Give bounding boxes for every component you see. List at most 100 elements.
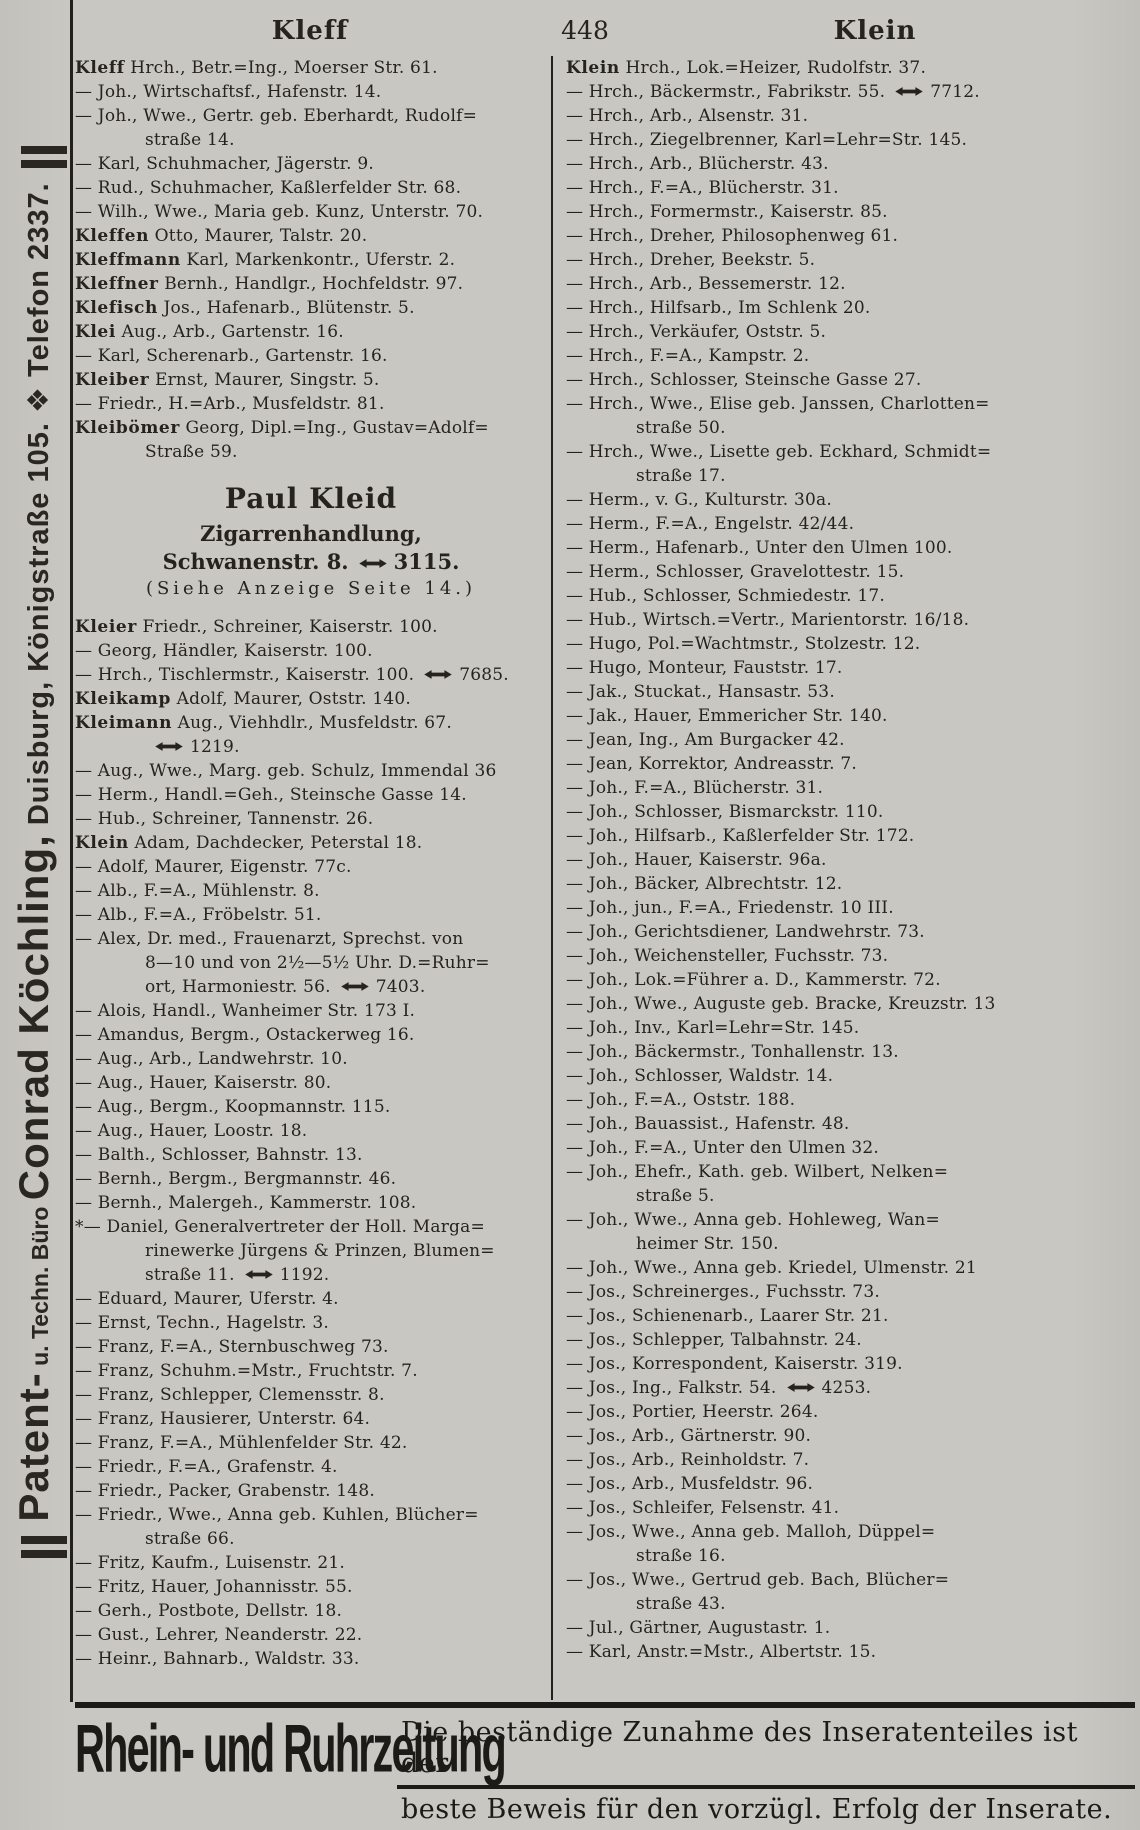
directory-entry: — Jos., Schlepper, Talbahnstr. 24.	[566, 1328, 1140, 1352]
telephone: 1219.	[155, 737, 240, 757]
entry-text: — Friedr., Packer, Grabenstr. 148.	[75, 1481, 375, 1501]
entry-text: — Joh., F.=A., Blücherstr. 31.	[566, 778, 824, 798]
page-number: 448	[561, 16, 609, 45]
directory-entry: Kleffner Bernh., Handlgr., Hochfeldstr. …	[75, 272, 547, 296]
margin-advert-text: Patent- u. Techn. Büro Conrad Köchling, …	[10, 52, 67, 1652]
directory-entry: — Jos., Wwe., Gertrud geb. Bach, Blücher…	[566, 1568, 1140, 1616]
entry-text: — Hrch., Tischlermstr., Kaiserstr. 100.	[75, 665, 415, 685]
entry-text: — Aug., Hauer, Kaiserstr. 80.	[75, 1073, 332, 1093]
directory-entry: — Hrch., Tischlermstr., Kaiserstr. 100. 7…	[75, 663, 547, 687]
entry-list: Kleier Friedr., Schreiner, Kaiserstr. 10…	[75, 615, 547, 1671]
entry-text: — Joh., Inv., Karl=Lehr=Str. 145.	[566, 1018, 860, 1038]
directory-entry: — Franz, F.=A., Mühlenfelder Str. 42.	[75, 1431, 547, 1455]
directory-entry: — Gerh., Postbote, Dellstr. 18.	[75, 1599, 547, 1623]
directory-entry: — Joh., Wwe., Gertr. geb. Eberhardt, Rud…	[75, 104, 547, 152]
margin-advert-segment: Conrad Köchling,	[10, 834, 57, 1201]
entry-text: — Karl, Schuhmacher, Jägerstr. 9.	[75, 154, 374, 174]
entry-text: — Joh., Wwe., Anna geb. Hohleweg, Wan= h…	[566, 1210, 940, 1254]
entry-text: — Hrch., Verkäufer, Oststr. 5.	[566, 322, 827, 342]
directory-entry: — Joh., F.=A., Blücherstr. 31.	[566, 776, 1140, 800]
entry-text: — Bernh., Malergeh., Kammerstr. 108.	[75, 1193, 417, 1213]
directory-entry: — Hrch., Dreher, Philosophenweg 61.	[566, 224, 1140, 248]
surname-bold: Kleffen	[75, 226, 150, 246]
directory-entry: — Jos., Wwe., Anna geb. Malloh, Düppel= …	[566, 1520, 1140, 1568]
entry-text: — Jos., Schienenarb., Laarer Str. 21.	[566, 1306, 889, 1326]
telephone-icon	[895, 87, 923, 96]
entry-text: — Herm., v. G., Kulturstr. 30a.	[566, 490, 832, 510]
directory-entry: — Alb., F.=A., Mühlenstr. 8.	[75, 879, 547, 903]
entry-text: — Joh., Schlosser, Bismarckstr. 110.	[566, 802, 884, 822]
directory-entry: — Joh., Wirtschaftsf., Hafenstr. 14.	[75, 80, 547, 104]
entry-text: — Hub., Schreiner, Tannenstr. 26.	[75, 809, 374, 829]
entry-text: Adolf, Maurer, Oststr. 140.	[170, 689, 412, 709]
directory-entry: — Joh., Bäcker, Albrechtstr. 12.	[566, 872, 1140, 896]
telephone-number: 7685.	[459, 665, 509, 685]
entry-text: — Wilh., Wwe., Maria geb. Kunz, Unterstr…	[75, 202, 484, 222]
directory-entry: — Jean, Ing., Am Burgacker 42.	[566, 728, 1140, 752]
directory-entry: — Jos., Arb., Musfeldstr. 96.	[566, 1472, 1140, 1496]
directory-entry: — Hrch., Formermstr., Kaiserstr. 85.	[566, 200, 1140, 224]
entry-text: Adam, Dachdecker, Peterstal 18.	[128, 833, 423, 853]
directory-entry: — Hrch., Wwe., Lisette geb. Eckhard, Sch…	[566, 440, 1140, 488]
entry-text: — Hrch., Dreher, Philosophenweg 61.	[566, 226, 899, 246]
directory-entry: Klein Hrch., Lok.=Heizer, Rudolfstr. 37.	[566, 56, 1140, 80]
entry-text: — Hugo, Monteur, Fauststr. 17.	[566, 658, 843, 678]
telephone-icon	[786, 1383, 815, 1392]
directory-entry: — Jos., Arb., Gärtnerstr. 90.	[566, 1424, 1140, 1448]
entry-text: — Joh., Wirtschaftsf., Hafenstr. 14.	[75, 82, 382, 102]
entry-text: — Joh., Wwe., Anna geb. Kriedel, Ulmenst…	[566, 1258, 977, 1278]
entry-text: — Joh., Bäckermstr., Tonhallenstr. 13.	[566, 1042, 899, 1062]
directory-entry: — Alois, Handl., Wanheimer Str. 173 I.	[75, 999, 547, 1023]
margin-advert-segment: Patent-	[10, 1372, 57, 1522]
directory-entry: — Hrch., Wwe., Elise geb. Janssen, Charl…	[566, 392, 1140, 440]
directory-entry: — Joh., Lok.=Führer a. D., Kammerstr. 72…	[566, 968, 1140, 992]
entry-text: Aug., Viehhdlr., Musfeldstr. 67.	[177, 713, 452, 733]
advert-note: (Siehe Anzeige Seite 14.)	[145, 578, 477, 599]
entry-text: — Herm., Handl.=Geh., Steinsche Gasse 14…	[75, 785, 467, 805]
surname-bold: Klein	[566, 58, 620, 78]
left-margin-advert: Patent- u. Techn. Büro Conrad Köchling, …	[0, 0, 72, 1830]
entry-text: — Hrch., Dreher, Beekstr. 5.	[566, 250, 816, 270]
directory-entry: — Joh., jun., F.=A., Friedenstr. 10 III.	[566, 896, 1140, 920]
surname-bold: Klefisch	[75, 298, 158, 318]
directory-entry: — Joh., Wwe., Anna geb. Hohleweg, Wan= h…	[566, 1208, 1140, 1256]
directory-entry: — Aug., Hauer, Kaiserstr. 80.	[75, 1071, 547, 1095]
directory-entry: — Joh., Hauer, Kaiserstr. 96a.	[566, 848, 1140, 872]
entry-text: — Alb., F.=A., Fröbelstr. 51.	[75, 905, 322, 925]
telephone-icon	[155, 742, 183, 751]
directory-entry: — Rud., Schuhmacher, Kaßlerfelder Str. 6…	[75, 176, 547, 200]
left-column: Kleff Hrch., Betr.=Ing., Moerser Str. 61…	[75, 56, 551, 1702]
surname-bold: Klei	[75, 322, 116, 342]
directory-entry: — Hrch., Hilfsarb., Im Schlenk 20.	[566, 296, 1140, 320]
surname-bold: Kleff	[75, 58, 125, 78]
directory-entry: — Hub., Schlosser, Schmiedestr. 17.	[566, 584, 1140, 608]
entry-text: — Franz, Schuhm.=Mstr., Fruchtstr. 7.	[75, 1361, 418, 1381]
directory-entry: — Adolf, Maurer, Eigenstr. 77c.	[75, 855, 547, 879]
entry-text: — Jak., Hauer, Emmericher Str. 140.	[566, 706, 888, 726]
surname-bold: Kleffmann	[75, 250, 181, 270]
advert-address-text: Schwanenstr. 8.	[162, 549, 349, 574]
entry-text: — Herm., F.=A., Engelstr. 42/44.	[566, 514, 855, 534]
entry-text: — Franz, F.=A., Mühlenfelder Str. 42.	[75, 1433, 408, 1453]
directory-entry: Klefisch Jos., Hafenarb., Blütenstr. 5.	[75, 296, 547, 320]
entry-text: — Hrch., Bäckermstr., Fabrikstr. 55.	[566, 82, 886, 102]
directory-entry: — Jos., Ing., Falkstr. 54. 4253.	[566, 1376, 1140, 1400]
entry-text: — Aug., Hauer, Loostr. 18.	[75, 1121, 308, 1141]
telephone-icon	[424, 670, 452, 679]
entry-text: — Karl, Anstr.=Mstr., Albertstr. 15.	[566, 1642, 877, 1662]
entry-text: — Joh., Weichensteller, Fuchsstr. 73.	[566, 946, 889, 966]
entry-text: Georg, Dipl.=Ing., Gustav=Adolf= Straße …	[145, 418, 489, 462]
entry-text: — Jos., Ing., Falkstr. 54.	[566, 1378, 777, 1398]
directory-entry: Kleffmann Karl, Markenkontr., Uferstr. 2…	[75, 248, 547, 272]
telephone: 7403.	[341, 977, 426, 997]
entry-text: Hrch., Lok.=Heizer, Rudolfstr. 37.	[619, 58, 927, 78]
entry-text: — Jak., Stuckat., Hansastr. 53.	[566, 682, 835, 702]
directory-entry: — Joh., F.=A., Oststr. 188.	[566, 1088, 1140, 1112]
directory-entry: — Balth., Schlosser, Bahnstr. 13.	[75, 1143, 547, 1167]
entry-text: — Gerh., Postbote, Dellstr. 18.	[75, 1601, 343, 1621]
entry-text: — Jos., Schleifer, Felsenstr. 41.	[566, 1498, 840, 1518]
telephone-number: 4253.	[821, 1378, 872, 1398]
directory-entry: — Franz, Schlepper, Clemensstr. 8.	[75, 1383, 547, 1407]
entry-text: — Hrch., Wwe., Elise geb. Janssen, Charl…	[566, 394, 990, 438]
entry-text: — Alois, Handl., Wanheimer Str. 173 I.	[75, 1001, 416, 1021]
